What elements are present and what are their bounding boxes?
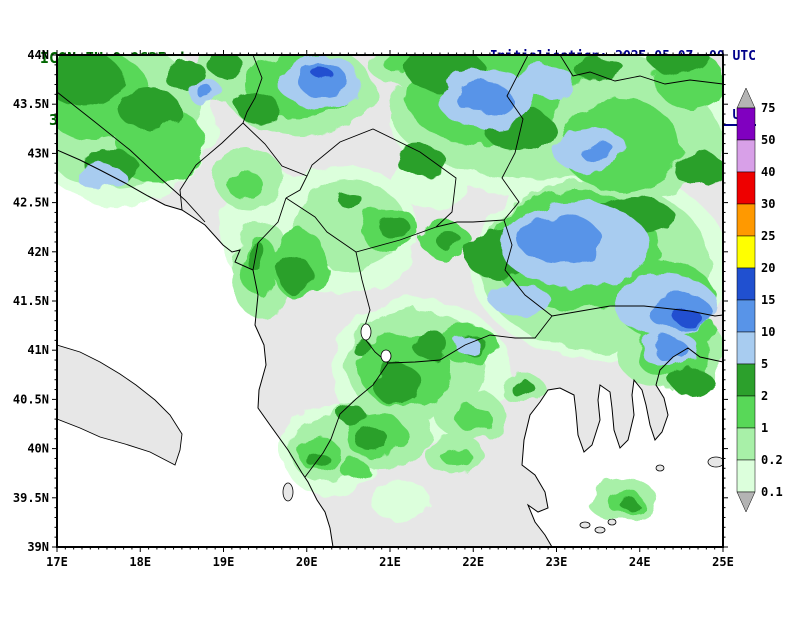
precip-cell-d [510,379,534,397]
colorbar-label: 75 [761,101,775,115]
colorbar-segment [737,332,755,364]
lon-axis-label: 17E [46,555,68,569]
colorbar-label: 20 [761,261,775,275]
colorbar-label: 15 [761,293,775,307]
colorbar-segment [737,428,755,460]
lon-axis-label: 25E [712,555,734,569]
lat-axis-label: 41N [27,343,49,357]
lon-axis-label: 21E [379,555,401,569]
colorbar-segment [737,396,755,428]
colorbar-label: 50 [761,133,775,147]
lat-axis-label: 43N [27,146,49,160]
precip-cell-d [650,44,710,76]
precip-cell-f [580,142,616,162]
colorbar-segment [737,140,755,172]
colorbar-label: 5 [761,357,768,371]
colorbar-segment [737,460,755,492]
precip-cell-e [78,164,126,192]
precip-cell-a [370,480,430,520]
island-corfu [283,483,293,501]
precip-cell-d [675,152,725,188]
precip-cell-d [338,192,362,208]
precip-cell-d [245,240,265,270]
precip-cell-e [454,337,480,353]
lake-prespa [381,350,391,362]
precip-cell-e [517,64,573,96]
precip-cell-c [455,405,491,431]
colorbar-label: 1 [761,421,768,435]
colorbar: 75 50 40 30 25 20 15 10 5 2 1 0.2 0.1 [737,88,783,512]
colorbar-overflow-arrow [737,88,755,108]
precip-cell-d [356,427,388,453]
lat-axis-label: 44N [27,48,49,62]
colorbar-segment [737,108,755,140]
lon-axis-label: 19E [213,555,235,569]
island [656,465,664,471]
colorbar-label: 25 [761,229,775,243]
precip-cell-d [120,88,180,132]
precip-cell-d [619,497,637,509]
precip-cell-d [435,231,461,249]
colorbar-segment [737,364,755,396]
precip-cell-d [672,367,712,397]
lat-axis-label: 39.5N [13,491,49,505]
colorbar-label: 10 [761,325,775,339]
precip-cell-f [652,339,688,359]
precip-cell-d [47,52,123,108]
colorbar-underflow-arrow [737,492,755,512]
lon-axis-label: 23E [546,555,568,569]
colorbar-segment [737,204,755,236]
precip-cell-d [279,255,311,295]
lake-ohrid [361,324,371,340]
precip-cell-f [518,216,602,264]
precip-cell-f [455,82,511,114]
precip-cell-d [373,365,423,405]
lon-axis-label: 24E [629,555,651,569]
colorbar-label: 2 [761,389,768,403]
colorbar-segment [737,236,755,268]
precip-cell-c [227,171,263,199]
lon-axis-label: 18E [129,555,151,569]
precip-cell-d [575,58,625,82]
precip-cell-g [315,70,335,82]
precip-cell-d [395,145,445,175]
lon-axis-label: 22E [462,555,484,569]
precip-cell-c [443,448,473,468]
forecast-chart-page: ICON EU 0.0625 degree 3-h Acc.Precipitat… [0,0,800,618]
forecast-map: 17E 18E 19E 20E 21E 22E 23E 24E 25E 44N 43.5N 43N 42… [0,0,800,618]
precip-cell-d [379,217,411,239]
colorbar-label: 0.2 [761,453,783,467]
lat-axis-label: 40.5N [13,392,49,406]
precip-cell-d [412,331,448,359]
lat-axis-label: 43.5N [13,97,49,111]
lon-axis-label: 20E [296,555,318,569]
precip-cell-d [352,340,372,356]
precip-cell-c [341,460,369,480]
island [580,522,590,528]
colorbar-label: 40 [761,165,775,179]
colorbar-segment [737,172,755,204]
lat-axis-label: 42N [27,245,49,259]
precip-cell-d [207,53,243,77]
colorbar-label: 30 [761,197,775,211]
lat-axis-label: 41.5N [13,294,49,308]
precip-cell-d [236,94,280,122]
island [595,527,605,533]
lat-axis-label: 40N [27,442,49,456]
colorbar-label: 0.1 [761,485,783,499]
island [708,457,724,467]
precip-cell-f [196,86,214,98]
lat-axis-label: 39N [27,540,49,554]
precip-cell-d [339,405,365,425]
lat-axis-label: 42.5N [13,196,49,210]
colorbar-segment [737,268,755,300]
colorbar-segment [737,300,755,332]
